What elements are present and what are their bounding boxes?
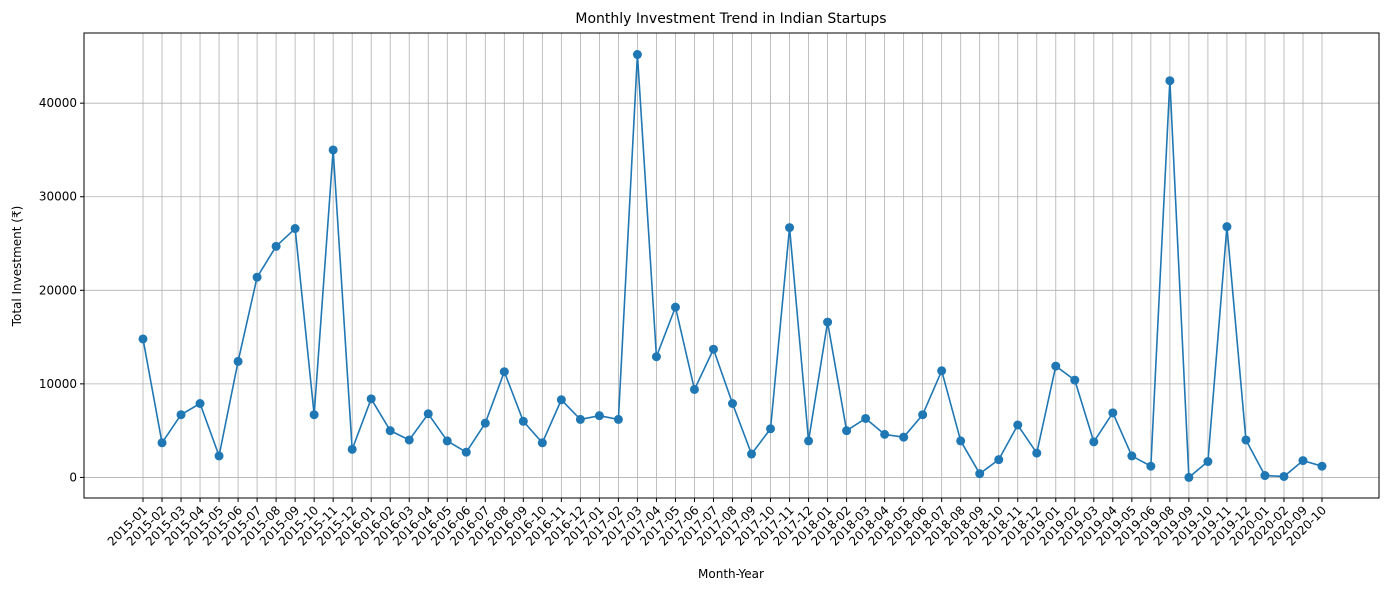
data-point [1127, 451, 1137, 461]
data-point [1051, 361, 1061, 371]
data-point [537, 438, 547, 448]
data-point [1203, 457, 1213, 467]
data-point [975, 469, 985, 479]
data-point [918, 410, 928, 420]
data-point [785, 223, 795, 233]
plot-frame [83, 32, 1380, 499]
data-point [442, 436, 452, 446]
y-tick-label: 30000 [39, 190, 77, 204]
data-point [823, 317, 833, 327]
data-point [1260, 471, 1270, 481]
data-point [651, 352, 661, 362]
data-point [347, 444, 357, 454]
data-point [937, 366, 947, 376]
y-tick-label: 0 [69, 470, 77, 484]
data-point [670, 302, 680, 312]
data-point [632, 50, 642, 60]
data-point [689, 384, 699, 394]
data-point [613, 414, 623, 424]
data-point [1279, 471, 1289, 481]
data-point [1184, 472, 1194, 482]
data-point [328, 145, 338, 155]
data-point [842, 426, 852, 436]
y-tick-label: 10000 [39, 377, 77, 391]
data-point [766, 424, 776, 434]
data-point [385, 426, 395, 436]
data-point [1146, 461, 1156, 471]
data-point [1070, 375, 1080, 385]
data-point [176, 410, 186, 420]
data-point [1089, 437, 1099, 447]
data-point [480, 418, 490, 428]
y-tick-label: 20000 [39, 283, 77, 297]
data-point [290, 224, 300, 234]
data-point [1108, 408, 1118, 418]
data-point [1165, 76, 1175, 86]
data-point [1032, 448, 1042, 458]
data-point [252, 272, 262, 282]
y-axis: 0 10000 20000 30000 40000 [39, 96, 84, 484]
data-point [1222, 222, 1232, 232]
data-point [899, 432, 909, 442]
data-point [195, 399, 205, 409]
data-point [575, 414, 585, 424]
y-tick-label: 40000 [39, 96, 77, 110]
data-point [138, 334, 148, 344]
data-point [728, 399, 737, 409]
data-point [594, 411, 604, 421]
data-point [956, 436, 966, 446]
series-investment [138, 50, 1327, 482]
data-point [1013, 420, 1023, 430]
data-point [461, 447, 471, 457]
data-point [804, 436, 814, 446]
y-axis-label: Total Investment (₹) [10, 206, 24, 328]
x-axis-label: Month-Year [698, 567, 764, 581]
data-point [708, 344, 718, 354]
data-point [157, 438, 167, 448]
data-point [233, 356, 243, 366]
data-point [1241, 435, 1251, 445]
data-point [309, 410, 319, 420]
data-point [499, 367, 509, 377]
data-point [423, 409, 433, 419]
data-point [1317, 461, 1327, 471]
data-point [747, 449, 757, 459]
data-point [214, 451, 224, 461]
data-point [1298, 456, 1308, 466]
data-point [556, 395, 566, 405]
x-axis: 2015-012015-022015-032015-042015-052015-… [105, 498, 1329, 549]
data-point [366, 394, 376, 404]
data-point [994, 455, 1004, 465]
data-point [880, 429, 890, 439]
data-point [518, 416, 528, 426]
chart-title: Monthly Investment Trend in Indian Start… [575, 11, 886, 27]
data-point [861, 413, 871, 423]
data-point [404, 435, 414, 445]
data-point [271, 241, 281, 251]
